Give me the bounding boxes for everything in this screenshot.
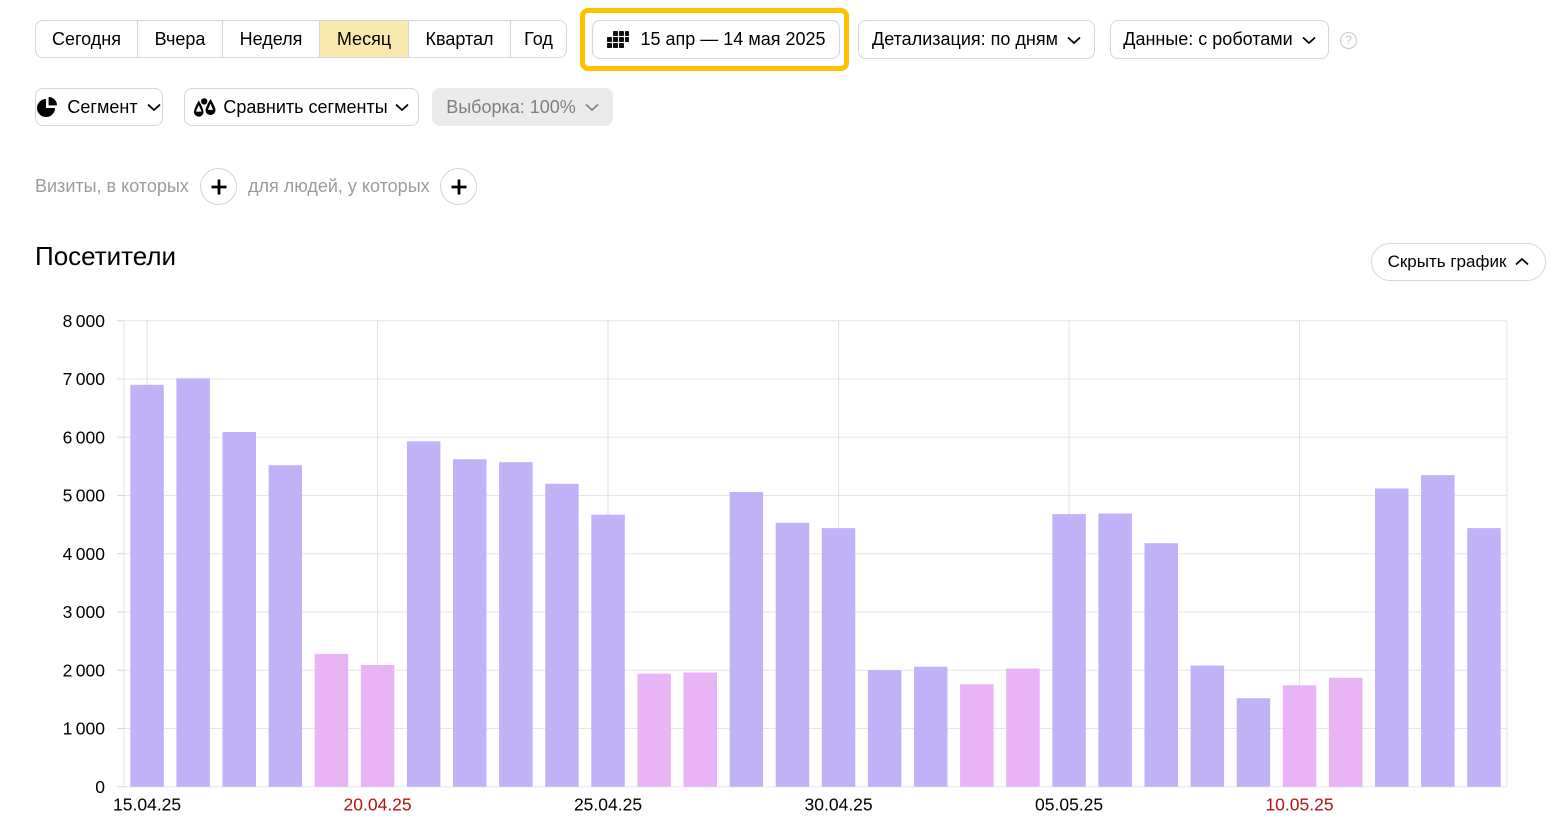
svg-text:5 000: 5 000 bbox=[63, 486, 106, 506]
svg-text:15.04.25: 15.04.25 bbox=[113, 795, 181, 815]
svg-text:4 000: 4 000 bbox=[63, 544, 106, 564]
svg-text:25.04.25: 25.04.25 bbox=[574, 795, 642, 815]
svg-text:3 000: 3 000 bbox=[63, 602, 106, 622]
svg-text:7 000: 7 000 bbox=[63, 369, 106, 389]
svg-text:05.05.25: 05.05.25 bbox=[1035, 795, 1103, 815]
svg-text:20.04.25: 20.04.25 bbox=[344, 795, 412, 815]
svg-text:2 000: 2 000 bbox=[63, 660, 106, 680]
svg-text:30.04.25: 30.04.25 bbox=[805, 795, 873, 815]
svg-text:10.05.25: 10.05.25 bbox=[1265, 795, 1333, 815]
svg-text:6 000: 6 000 bbox=[63, 427, 106, 447]
svg-text:1 000: 1 000 bbox=[63, 719, 106, 739]
svg-text:0: 0 bbox=[95, 777, 105, 797]
svg-text:8 000: 8 000 bbox=[63, 311, 106, 331]
